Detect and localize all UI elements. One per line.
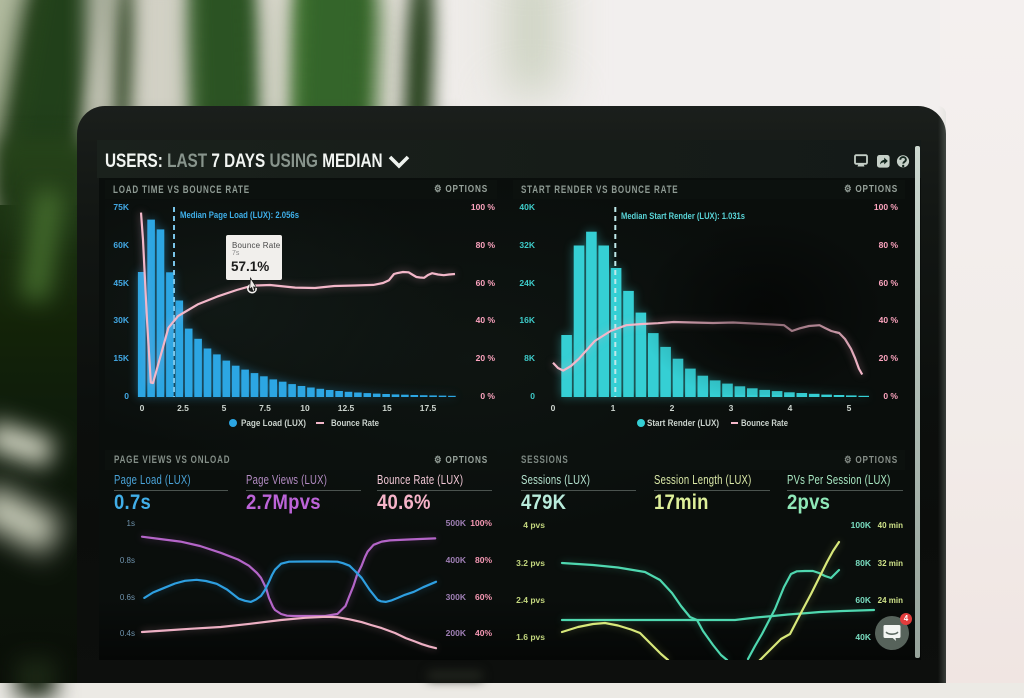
- svg-text:24 min: 24 min: [878, 596, 903, 605]
- svg-text:30K: 30K: [113, 315, 129, 325]
- svg-text:1.6 pvs: 1.6 pvs: [516, 632, 545, 642]
- svg-text:60 %: 60 %: [879, 278, 899, 288]
- svg-text:Bounce Rate: Bounce Rate: [331, 418, 379, 428]
- svg-text:40 %: 40 %: [879, 315, 899, 325]
- svg-text:0: 0: [530, 391, 535, 401]
- svg-text:2: 2: [670, 403, 675, 413]
- svg-text:12.5: 12.5: [338, 403, 355, 413]
- svg-text:400K: 400K: [446, 555, 467, 565]
- svg-text:20 %: 20 %: [879, 353, 899, 363]
- svg-text:1s: 1s: [127, 519, 135, 528]
- svg-text:Median Start Render (LUX): 1.0: Median Start Render (LUX): 1.031s: [621, 211, 745, 221]
- svg-text:5: 5: [222, 403, 227, 413]
- svg-text:80K: 80K: [855, 558, 871, 568]
- svg-text:17.5: 17.5: [420, 403, 437, 413]
- svg-text:15K: 15K: [113, 353, 129, 363]
- svg-text:24K: 24K: [519, 278, 535, 288]
- svg-text:40K: 40K: [855, 632, 871, 642]
- svg-text:100 %: 100 %: [471, 202, 496, 212]
- svg-text:60K: 60K: [113, 240, 129, 250]
- svg-text:100%: 100%: [470, 518, 492, 528]
- svg-text:4: 4: [788, 403, 793, 413]
- svg-text:0.4s: 0.4s: [120, 629, 135, 638]
- svg-text:80%: 80%: [475, 555, 492, 565]
- svg-text:5: 5: [847, 403, 852, 413]
- svg-text:100K: 100K: [851, 520, 872, 530]
- svg-text:45K: 45K: [113, 278, 129, 288]
- svg-text:0: 0: [124, 391, 129, 401]
- svg-text:2.5: 2.5: [177, 403, 189, 413]
- svg-text:40 min: 40 min: [878, 521, 903, 530]
- svg-text:0: 0: [140, 403, 145, 413]
- svg-text:500K: 500K: [446, 518, 467, 528]
- svg-text:Start Render (LUX): Start Render (LUX): [647, 418, 719, 428]
- svg-text:16K: 16K: [519, 315, 535, 325]
- svg-text:Bounce Rate: Bounce Rate: [741, 418, 788, 428]
- svg-text:32K: 32K: [519, 240, 535, 250]
- svg-text:60 %: 60 %: [476, 278, 496, 288]
- svg-text:75K: 75K: [113, 202, 129, 212]
- svg-text:0 %: 0 %: [883, 391, 898, 401]
- svg-text:15: 15: [382, 403, 392, 413]
- svg-text:0.8s: 0.8s: [120, 556, 135, 565]
- svg-text:3.2 pvs: 3.2 pvs: [516, 558, 545, 568]
- svg-text:40 %: 40 %: [476, 315, 496, 325]
- svg-text:100 %: 100 %: [874, 202, 899, 212]
- svg-text:Page Load (LUX): Page Load (LUX): [241, 418, 306, 428]
- svg-text:Median Page Load (LUX): 2.056s: Median Page Load (LUX): 2.056s: [180, 210, 299, 220]
- svg-text:10: 10: [300, 403, 310, 413]
- svg-text:20 %: 20 %: [476, 353, 496, 363]
- svg-text:7.5: 7.5: [259, 403, 271, 413]
- svg-text:40%: 40%: [475, 628, 492, 638]
- svg-text:80 %: 80 %: [476, 240, 496, 250]
- svg-text:0: 0: [551, 403, 556, 413]
- svg-text:32 min: 32 min: [878, 559, 903, 568]
- svg-text:3: 3: [729, 403, 734, 413]
- svg-text:2.4 pvs: 2.4 pvs: [516, 595, 545, 605]
- svg-text:60K: 60K: [855, 595, 871, 605]
- svg-text:0.6s: 0.6s: [120, 593, 135, 602]
- svg-text:4 pvs: 4 pvs: [523, 520, 545, 530]
- svg-text:0 %: 0 %: [480, 391, 495, 401]
- svg-text:80 %: 80 %: [879, 240, 899, 250]
- svg-text:40K: 40K: [519, 202, 535, 212]
- svg-text:200K: 200K: [446, 628, 467, 638]
- svg-text:300K: 300K: [446, 592, 467, 602]
- svg-text:60%: 60%: [475, 592, 492, 602]
- svg-text:8K: 8K: [524, 353, 536, 363]
- svg-text:1: 1: [611, 403, 616, 413]
